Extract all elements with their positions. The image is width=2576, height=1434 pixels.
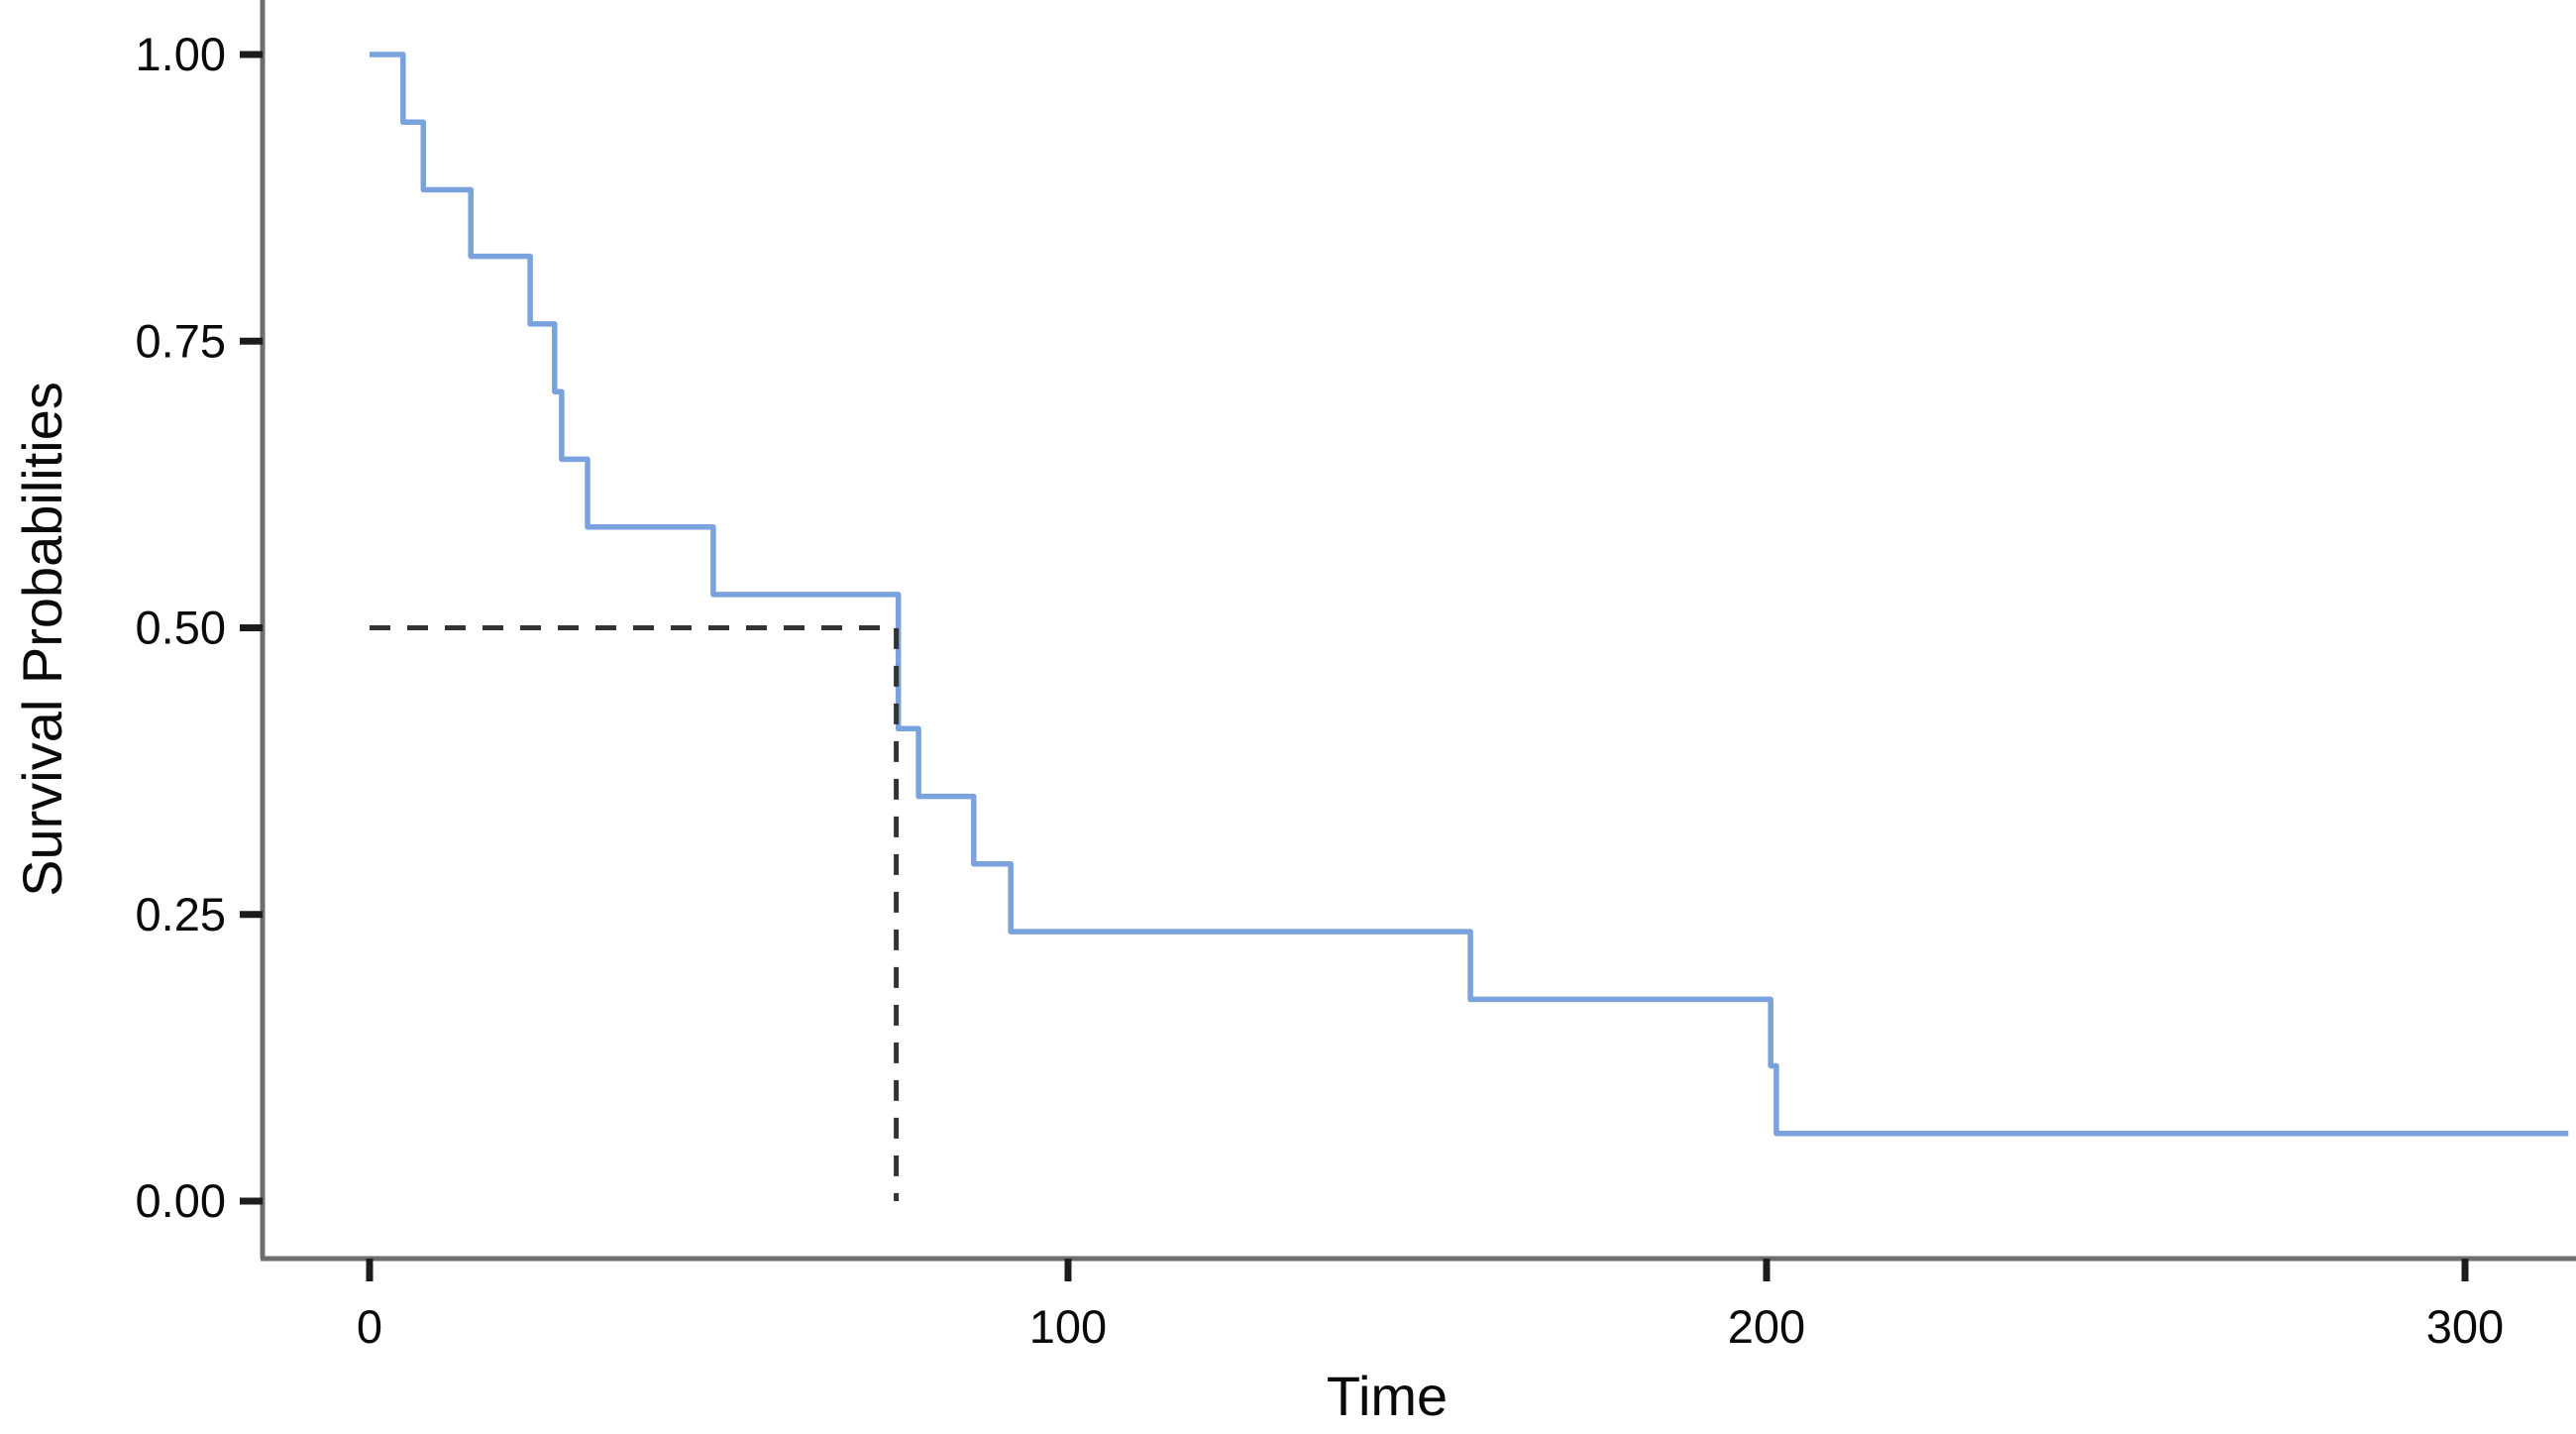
y-axis-title: Survival Probabilities: [11, 382, 73, 897]
y-tick-label: 1.00: [136, 28, 226, 80]
y-tick-label: 0.50: [136, 602, 226, 654]
x-tick-label: 200: [1728, 1300, 1805, 1353]
x-tick-label: 0: [357, 1300, 382, 1353]
y-axis-ticks: 0.00 0.25 0.50 0.75 1.00: [136, 28, 263, 1227]
survival-curve: [370, 52, 2569, 1137]
y-tick-label: 0.75: [136, 314, 226, 367]
median-reference-line: [370, 625, 900, 1201]
y-tick-label: 0.25: [136, 888, 226, 940]
x-axis-ticks: 0 100 200 300: [357, 1259, 2504, 1353]
x-tick-label: 100: [1029, 1300, 1107, 1353]
x-axis-title: Time: [1327, 1365, 1448, 1427]
y-tick-label: 0.00: [136, 1174, 226, 1227]
x-tick-label: 300: [2426, 1300, 2504, 1353]
